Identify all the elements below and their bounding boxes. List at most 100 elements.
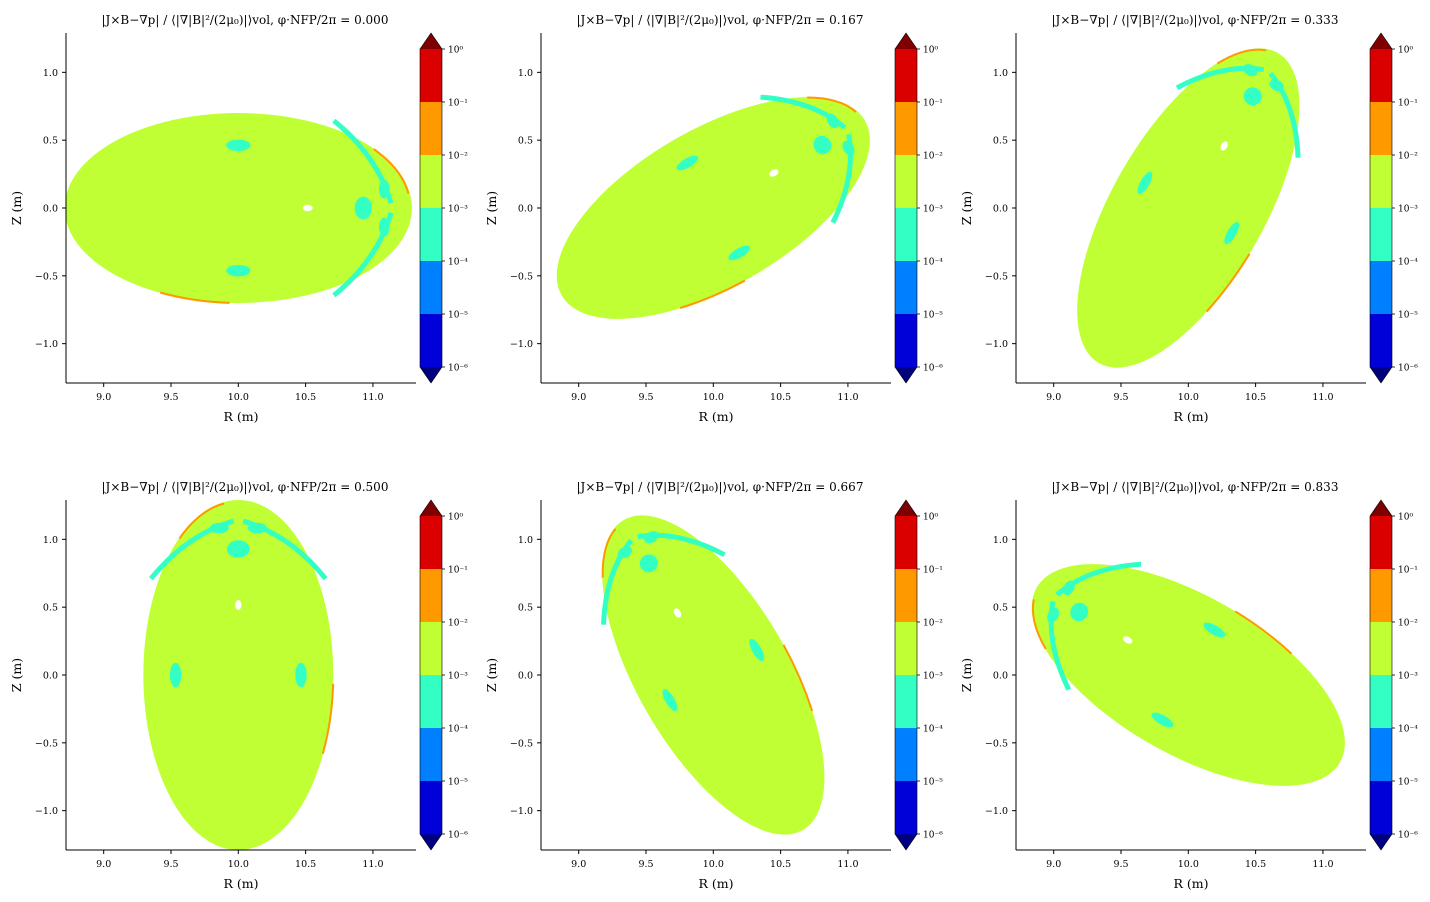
contour-area (556, 94, 870, 319)
y-tick-label: 0.5 (518, 603, 533, 614)
colorbar-band (420, 261, 442, 315)
plasma-cross-section (1031, 564, 1345, 786)
island-3 (639, 554, 658, 573)
x-tick-label: 10.0 (703, 392, 724, 403)
colorbar-tick-label: 10⁻⁴ (1398, 258, 1418, 268)
edge-band-lower (679, 279, 746, 309)
edge-band-upper (178, 502, 225, 540)
colorbar-tick-label: 10⁻⁴ (1398, 725, 1418, 735)
y-tick-label: 0.0 (518, 671, 533, 682)
x-tick-label: 10.0 (703, 859, 724, 870)
colorbar-band (1370, 516, 1392, 570)
x-tick-label: 9.5 (638, 859, 653, 870)
plasma-cross-section (602, 515, 825, 835)
edge-filament-lower (830, 133, 853, 224)
island-1 (169, 662, 182, 688)
x-axis-label: R (m) (699, 876, 734, 891)
y-tick-label: 1.0 (43, 68, 58, 79)
colorbar-tick-label: 10⁻³ (923, 672, 943, 682)
colorbar-tick-label: 10⁰ (1398, 513, 1413, 523)
colorbar-tick-label: 10⁻⁶ (448, 364, 468, 374)
y-tick-label: −0.5 (510, 271, 533, 282)
contour-area (1031, 561, 1345, 786)
plasma-cross-section (556, 97, 870, 319)
colorbar-band (420, 675, 442, 729)
colorbar-band (420, 208, 442, 262)
y-tick-label: 0.0 (518, 204, 533, 215)
x-tick-label: 10.0 (1178, 859, 1199, 870)
y-tick-label: 0.5 (518, 136, 533, 147)
edge-band-upper (373, 148, 410, 195)
x-tick-label: 11.0 (1312, 859, 1333, 870)
colorbar-tick-label: 10⁻⁵ (923, 311, 943, 321)
y-tick-label: −0.5 (985, 738, 1008, 749)
colorbar-band (895, 622, 917, 676)
y-tick-label: −0.5 (510, 738, 533, 749)
colorbar-over-extension (1370, 33, 1392, 49)
x-tick-label: 10.5 (1245, 392, 1266, 403)
y-axis-label: Z (m) (484, 191, 499, 225)
x-tick-label: 9.0 (571, 392, 586, 403)
x-tick-label: 9.0 (1046, 859, 1061, 870)
colorbar-band (1370, 49, 1392, 103)
plasma-cross-section (143, 500, 334, 850)
colorbar-band (420, 781, 442, 835)
subplot-title: |J×B−∇p| / ⟨|∇|B|²/(2μ₀)|⟩vol, φ·NFP/2π … (1052, 480, 1339, 494)
x-axis-label: R (m) (224, 409, 259, 424)
colorbar-tick-label: 10⁻² (1398, 619, 1418, 629)
x-tick-label: 10.5 (295, 392, 316, 403)
subplot-5: 9.0 9.5 10.0 10.5 11.0 −1.0 −0.5 0.0 0.5 1.0 R (m)… (484, 480, 943, 891)
colorbar-over-extension (1370, 500, 1392, 516)
colorbar-band (1370, 622, 1392, 676)
y-tick-label: 0.0 (993, 671, 1008, 682)
y-tick-label: 0.5 (993, 136, 1008, 147)
colorbar: 10⁰ 10⁻¹ 10⁻² 10⁻³ 10⁻⁴ 10⁻⁵ 10⁻⁶ (894, 499, 943, 851)
colorbar-band (1370, 728, 1392, 782)
y-tick-label: 0.0 (993, 204, 1008, 215)
x-tick-label: 10.5 (770, 392, 791, 403)
edge-band-lower (1205, 253, 1251, 313)
x-tick-label: 11.0 (837, 859, 858, 870)
colorbar-over-extension (420, 33, 442, 49)
colorbar-tick-label: 10⁻⁵ (1398, 311, 1418, 321)
colorbar-band (420, 516, 442, 570)
axis-hole (235, 600, 242, 610)
x-axis-label: R (m) (699, 409, 734, 424)
colorbar-under-extension (420, 834, 442, 850)
plasma-cross-section (66, 113, 412, 303)
colorbar-tick-label: 10⁻⁵ (923, 778, 943, 788)
edge-band-upper (1031, 599, 1047, 650)
colorbar-tick-label: 10⁻¹ (1398, 99, 1418, 109)
colorbar-tick-label: 10⁻³ (1398, 205, 1418, 215)
colorbar-tick-label: 10⁻⁵ (1398, 778, 1418, 788)
x-tick-label: 9.0 (571, 859, 586, 870)
colorbar-band (895, 102, 917, 156)
subplot-title: |J×B−∇p| / ⟨|∇|B|²/(2μ₀)|⟩vol, φ·NFP/2π … (102, 480, 389, 494)
edge-filament-upper (1175, 65, 1265, 90)
colorbar-band (895, 155, 917, 209)
y-axis-label: Z (m) (959, 658, 974, 692)
colorbar-tick-label: 10⁻² (923, 152, 943, 162)
y-tick-label: −1.0 (35, 806, 58, 817)
y-tick-label: −1.0 (985, 339, 1008, 350)
x-tick-label: 10.0 (228, 392, 249, 403)
colorbar-band (1370, 155, 1392, 209)
colorbar-tick-label: 10⁻⁴ (448, 258, 468, 268)
x-tick-label: 9.0 (96, 392, 111, 403)
contour-area (1077, 48, 1301, 368)
x-tick-label: 9.5 (163, 392, 178, 403)
plasma-cross-section (1077, 48, 1300, 368)
x-tick-label: 9.0 (96, 859, 111, 870)
x-tick-label: 9.5 (163, 859, 178, 870)
colorbar-band (895, 728, 917, 782)
edge-filament-lower (242, 518, 328, 581)
colorbar-over-extension (895, 33, 917, 49)
y-tick-label: 0.0 (43, 671, 58, 682)
axis-hole (1220, 141, 1228, 151)
colorbar-tick-label: 10⁰ (448, 513, 463, 523)
y-tick-label: 1.0 (518, 535, 533, 546)
subplot-title: |J×B−∇p| / ⟨|∇|B|²/(2μ₀)|⟩vol, φ·NFP/2π … (102, 13, 389, 27)
colorbar-band (895, 781, 917, 835)
y-tick-label: −1.0 (510, 806, 533, 817)
colorbar-tick-label: 10⁻⁵ (448, 311, 468, 321)
